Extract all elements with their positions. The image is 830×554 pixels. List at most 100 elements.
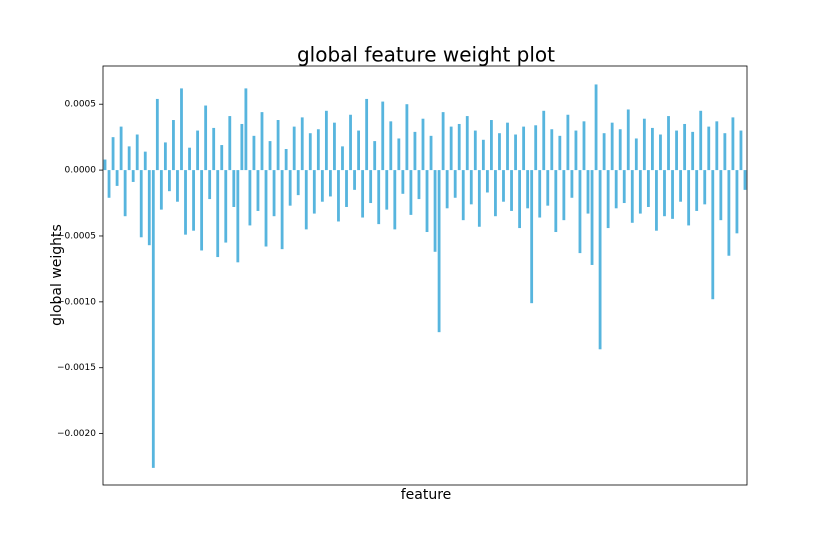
bar <box>220 145 224 171</box>
bar <box>333 122 336 171</box>
bar <box>481 139 485 171</box>
bar <box>168 170 171 192</box>
bar <box>703 170 707 205</box>
bar <box>570 170 574 198</box>
bar <box>646 170 650 207</box>
bar <box>381 101 385 171</box>
bar <box>357 130 360 171</box>
bar <box>502 170 505 202</box>
bar <box>477 170 481 227</box>
bar <box>135 134 139 171</box>
bar <box>377 170 381 225</box>
bar <box>554 170 558 233</box>
bar <box>296 170 300 196</box>
bar <box>216 170 220 258</box>
bar <box>401 170 405 194</box>
bar <box>630 170 634 223</box>
bar <box>739 130 743 171</box>
bar <box>473 130 477 171</box>
bar <box>361 170 365 218</box>
bar <box>349 114 352 171</box>
bar <box>651 127 654 171</box>
bar <box>655 170 658 231</box>
bar <box>550 129 554 171</box>
bar <box>642 118 646 171</box>
bar <box>276 120 280 171</box>
bar <box>232 170 236 207</box>
bar <box>268 141 272 171</box>
bar <box>699 110 703 171</box>
bar <box>111 137 115 171</box>
y-tick-label: −0.0005 <box>57 231 96 241</box>
bar <box>695 170 699 211</box>
y-tick-label: −0.0015 <box>57 363 96 373</box>
bar <box>248 170 252 226</box>
bar <box>566 114 570 171</box>
bar <box>308 133 312 171</box>
bar <box>574 130 578 171</box>
bar <box>256 170 260 211</box>
bar <box>389 121 393 171</box>
bar <box>461 170 465 221</box>
bar <box>180 88 183 171</box>
bar <box>663 170 666 217</box>
bar <box>288 170 292 206</box>
bar <box>353 170 356 190</box>
bar <box>151 170 155 468</box>
bar <box>280 170 284 250</box>
bar <box>324 110 328 171</box>
bar <box>208 170 212 200</box>
bar <box>176 170 179 202</box>
bar <box>236 170 240 263</box>
bar <box>526 170 530 209</box>
bar <box>172 120 175 171</box>
bar <box>715 121 719 171</box>
bar <box>337 170 340 222</box>
bar <box>123 170 127 217</box>
bar <box>196 130 199 171</box>
bar <box>409 170 413 215</box>
bar <box>578 170 582 254</box>
bar <box>602 133 606 171</box>
bar <box>626 109 630 171</box>
bar <box>304 170 308 230</box>
bar <box>139 170 143 238</box>
bar <box>610 122 614 171</box>
bar <box>107 170 111 198</box>
bar <box>155 98 159 171</box>
bar <box>453 170 457 198</box>
bar <box>558 135 562 171</box>
bar <box>606 170 610 229</box>
y-axis-label: global weights <box>49 224 65 326</box>
bar <box>341 146 344 171</box>
bar <box>510 170 513 211</box>
bar <box>445 170 449 209</box>
bar <box>365 98 369 171</box>
bar <box>687 170 691 226</box>
bar <box>441 112 445 171</box>
bar <box>300 117 304 171</box>
bar <box>542 110 546 171</box>
bar <box>192 170 195 231</box>
bar <box>671 170 674 219</box>
bar <box>260 112 264 171</box>
bar <box>240 123 244 171</box>
bar <box>417 170 421 200</box>
bar <box>413 131 417 171</box>
bar <box>711 170 715 300</box>
bar <box>514 134 517 171</box>
bar <box>506 122 509 171</box>
bar <box>204 105 208 171</box>
bar <box>618 129 622 171</box>
bar <box>683 123 687 171</box>
bar <box>614 170 618 209</box>
bar <box>735 170 739 234</box>
bar <box>679 170 682 202</box>
y-tick-label: −0.0020 <box>57 429 96 439</box>
bar <box>163 142 167 171</box>
bar <box>397 138 401 171</box>
bar <box>562 170 566 221</box>
bar <box>546 170 550 206</box>
bar <box>312 170 316 214</box>
bar <box>115 170 119 186</box>
